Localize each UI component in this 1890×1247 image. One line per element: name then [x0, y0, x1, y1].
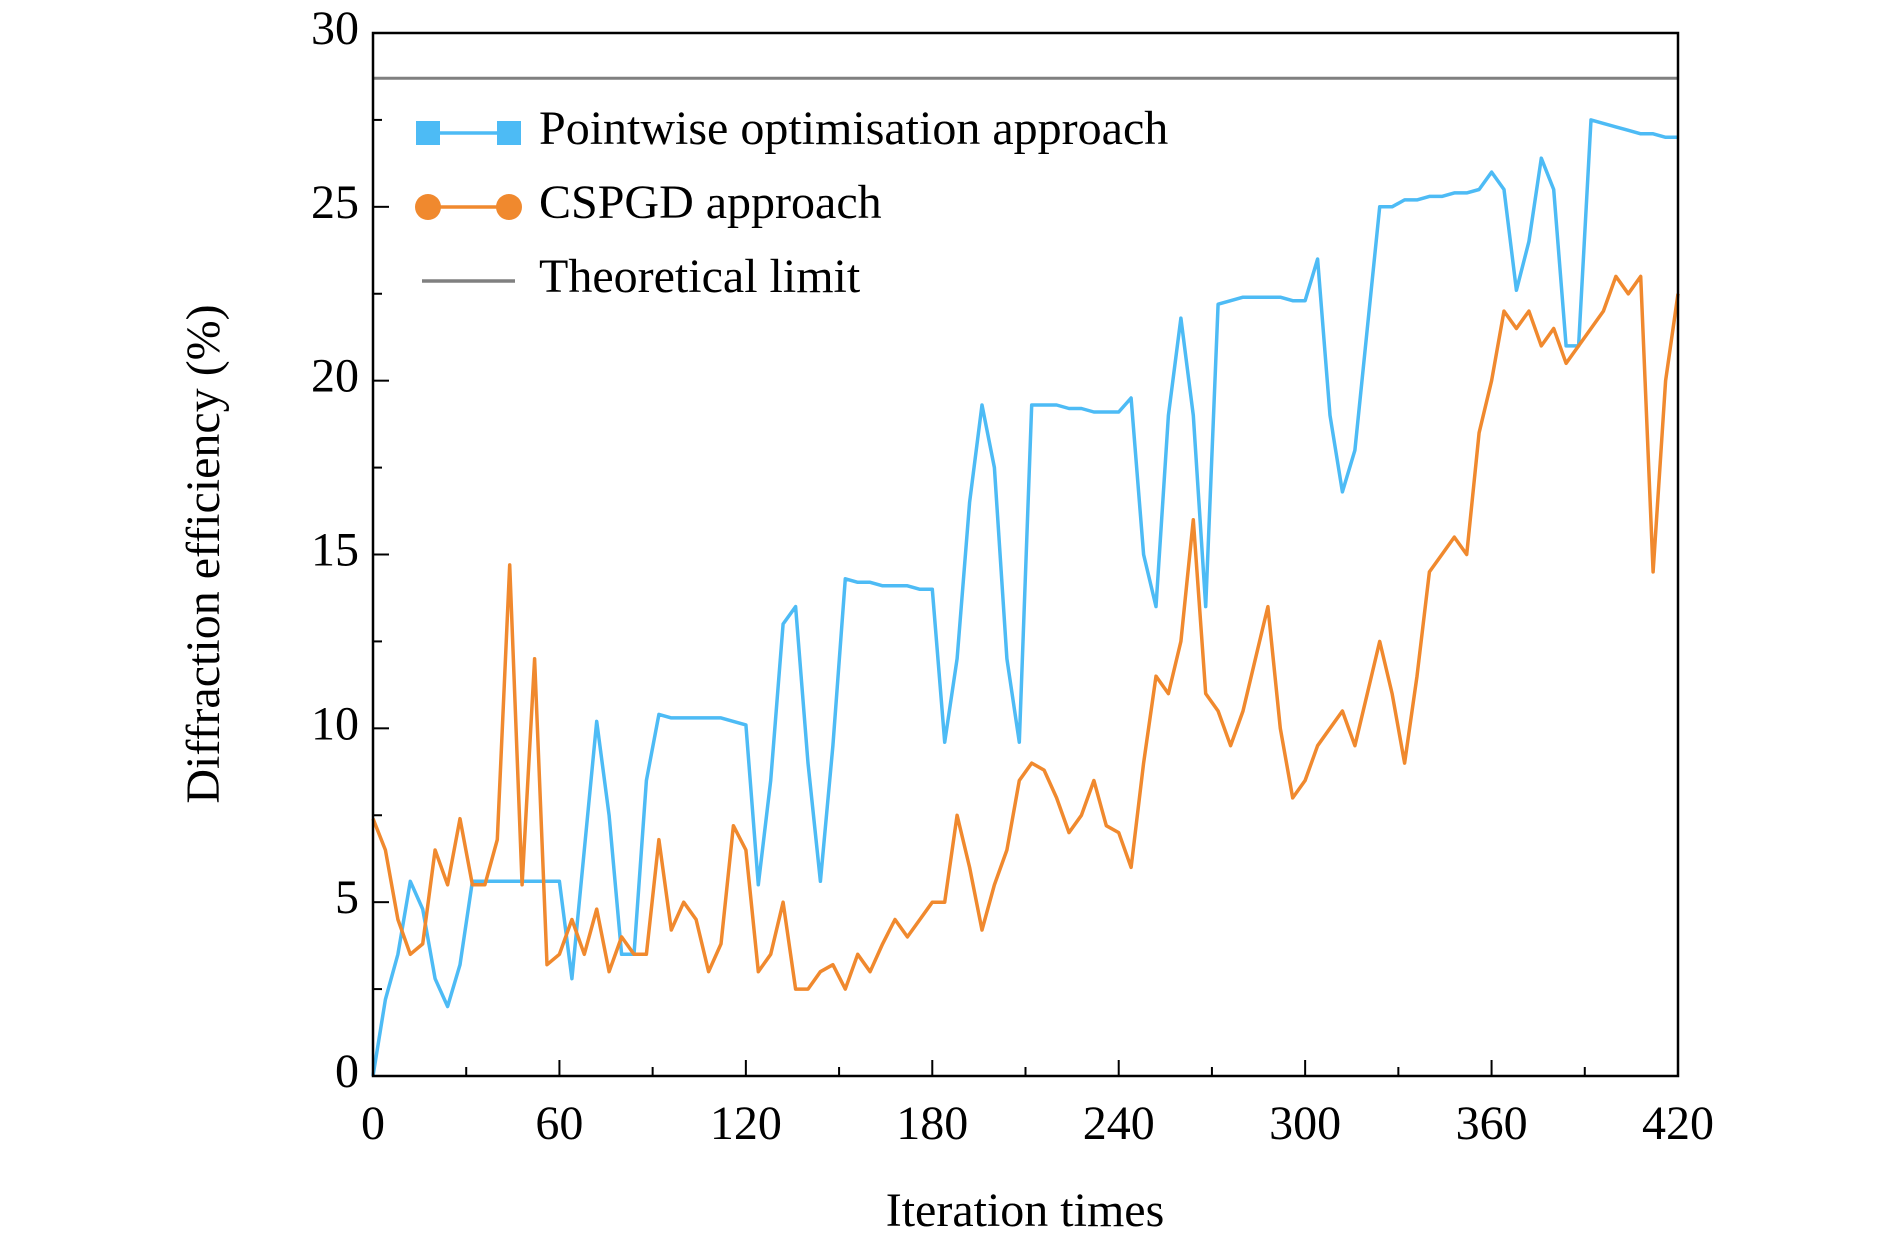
x-tick-label: 180	[896, 1097, 968, 1150]
legend-marker	[416, 121, 440, 145]
y-tick-label: 5	[335, 871, 359, 924]
x-tick-label: 60	[535, 1097, 583, 1150]
x-tick-label: 0	[361, 1097, 385, 1150]
y-tick-label: 20	[311, 350, 359, 403]
series-line	[371, 118, 1678, 1077]
y-tick-label: 0	[335, 1045, 359, 1098]
plot-frame	[371, 31, 1680, 1078]
legend-marker	[415, 194, 441, 220]
y-axis-title: Diffraction efficiency (%)	[177, 304, 230, 803]
legend-label: Pointwise optimisation approach	[539, 102, 1168, 155]
legend-label: Theoretical limit	[539, 250, 861, 303]
x-tick-label: 240	[1083, 1097, 1155, 1150]
x-tick-label: 360	[1456, 1097, 1528, 1150]
x-tick-label: 300	[1269, 1097, 1341, 1150]
legend-label: CSPGD approach	[539, 176, 882, 229]
y-tick-label: 15	[311, 524, 359, 577]
x-tick-label: 120	[710, 1097, 782, 1150]
y-tick-label: 25	[311, 176, 359, 229]
legend-marker	[497, 121, 521, 145]
y-tick-label: 10	[311, 697, 359, 750]
series-line	[371, 274, 1680, 991]
y-tick-label: 30	[311, 2, 359, 55]
x-axis-title: Iteration times	[886, 1184, 1165, 1237]
legend-marker	[496, 194, 522, 220]
x-tick-label: 420	[1642, 1097, 1714, 1150]
